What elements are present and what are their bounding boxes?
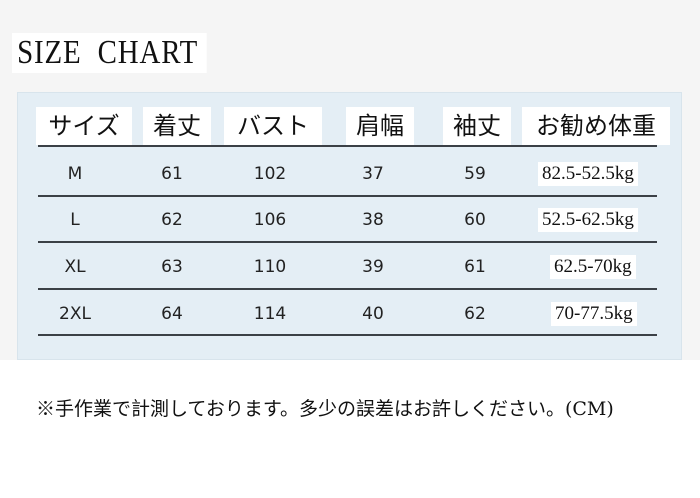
table-cell: 62 [464,304,486,324]
divider [38,288,657,290]
divider [38,241,657,243]
header-size: サイズ [36,107,132,145]
page-title: SIZE CHART [12,33,207,73]
weight-cell: 52.5-62.5kg [538,208,638,232]
table-cell: 40 [362,304,384,324]
header-weight: お勧め体重 [522,107,670,145]
header-bust: バスト [224,107,322,145]
weight-cell: 70-77.5kg [551,302,637,326]
table-cell: 2XL [59,304,91,324]
table-cell: 59 [464,164,486,184]
header-length: 着丈 [143,107,211,145]
table-cell: 61 [161,164,183,184]
table-cell: 38 [362,210,384,230]
table-cell: 61 [464,257,486,277]
table-cell: 106 [253,210,287,230]
header-sleeve: 袖丈 [443,107,511,145]
divider [38,334,657,336]
divider [38,145,657,147]
table-cell: 37 [362,164,384,184]
weight-cell: 82.5-52.5kg [538,162,638,186]
table-cell: 39 [362,257,384,277]
table-cell: 102 [253,164,287,184]
table-cell: 110 [253,257,287,277]
divider [38,195,657,197]
weight-cell: 62.5-70kg [550,255,636,279]
table-cell: XL [64,257,86,277]
table-cell: 114 [253,304,287,324]
measurement-note: ※手作業で計測しております。多少の誤差はお許しください。(CM) [36,398,614,420]
header-shoulder: 肩幅 [346,107,414,145]
table-cell: 64 [161,304,183,324]
table-cell: M [67,164,83,184]
table-cell: 63 [161,257,183,277]
table-cell: 62 [161,210,183,230]
table-cell: L [70,210,80,230]
table-cell: 60 [464,210,486,230]
